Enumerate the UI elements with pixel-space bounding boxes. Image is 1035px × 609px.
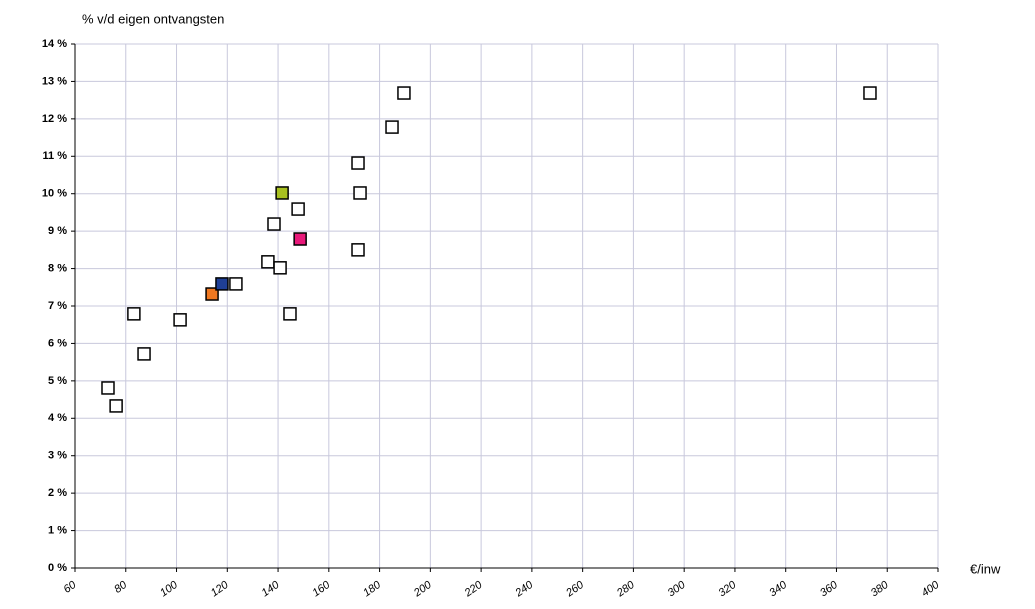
point	[137, 347, 151, 361]
y-tick-label: 9 %	[48, 225, 67, 237]
y-tick-label: 14 %	[42, 38, 67, 50]
x-tick-label: 200	[411, 579, 434, 600]
y-tick-label: 10 %	[42, 188, 67, 200]
x-tick-label: 320	[716, 579, 739, 600]
x-tick-label: 140	[260, 579, 283, 600]
point	[273, 261, 287, 275]
point	[127, 307, 141, 321]
point	[283, 307, 297, 321]
y-tick-label: 8 %	[48, 262, 67, 274]
point	[275, 186, 289, 200]
point	[291, 202, 305, 216]
point	[229, 277, 243, 291]
point	[385, 120, 399, 134]
x-tick-label: 300	[666, 579, 689, 600]
point	[267, 217, 281, 231]
point	[261, 255, 275, 269]
x-tick-label: 380	[869, 579, 892, 600]
x-tick-label: 240	[513, 579, 536, 600]
point	[215, 277, 229, 291]
point	[205, 287, 219, 301]
x-tick-label: 100	[158, 579, 181, 600]
x-tick-label: 260	[563, 579, 586, 600]
x-tick-label: 360	[818, 579, 841, 600]
point	[353, 186, 367, 200]
y-tick-label: 0 %	[48, 562, 67, 574]
y-tick-label: 7 %	[48, 300, 67, 312]
x-tick-label: 180	[361, 579, 384, 600]
y-axis-label: % v/d eigen ontvangsten	[82, 11, 224, 26]
y-tick-label: 3 %	[48, 450, 67, 462]
x-tick-label: 60	[61, 579, 79, 596]
y-tick-label: 11 %	[43, 150, 68, 162]
point	[173, 313, 187, 327]
y-tick-label: 1 %	[48, 524, 67, 536]
y-tick-label: 6 %	[48, 337, 67, 349]
y-tick-label: 13 %	[42, 75, 67, 87]
y-tick-label: 2 %	[48, 487, 67, 499]
x-tick-label: 280	[614, 579, 637, 600]
point	[863, 86, 877, 100]
point	[109, 399, 123, 413]
y-tick-label: 5 %	[48, 375, 67, 387]
point	[101, 381, 115, 395]
point	[397, 86, 411, 100]
x-tick-label: 120	[209, 579, 232, 600]
y-tick-label: 4 %	[48, 412, 67, 424]
x-tick-label: 220	[462, 579, 485, 600]
point	[351, 156, 365, 170]
point	[351, 243, 365, 257]
point	[293, 232, 307, 246]
y-tick-label: 12 %	[42, 113, 67, 125]
x-tick-label: 400	[919, 579, 942, 600]
x-tick-label: 160	[310, 579, 333, 600]
x-axis-label: €/inw	[970, 561, 1001, 576]
x-tick-label: 80	[112, 579, 130, 596]
x-tick-label: 340	[767, 579, 790, 600]
